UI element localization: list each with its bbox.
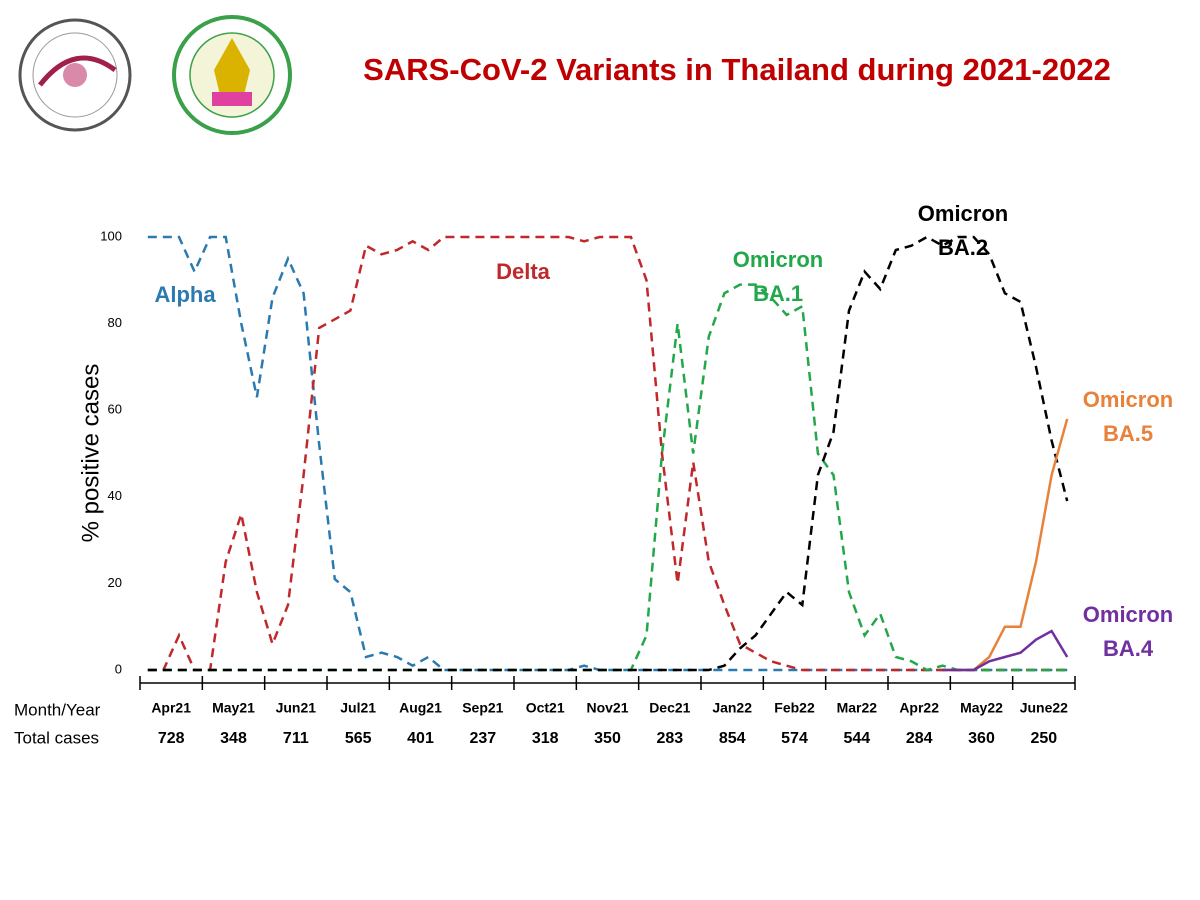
total-cases: 250 (1030, 730, 1057, 747)
series-line (147, 283, 1068, 672)
chart-title: SARS-CoV-2 Variants in Thailand during 2… (363, 52, 1111, 87)
series-label: Omicron BA.2 (917, 201, 1009, 260)
x-tick-label: Jul21 (340, 700, 376, 716)
total-cases: 360 (968, 730, 995, 747)
y-tick-label: 20 (108, 575, 122, 590)
total-cases: 284 (906, 730, 933, 747)
x-tick-label: Aug21 (399, 700, 442, 716)
y-tick-label: 60 (108, 402, 122, 417)
series-line (942, 629, 1069, 672)
x-tick-label: Apr22 (899, 700, 939, 716)
x-tick-label: Jun21 (276, 700, 317, 716)
series-label: Delta (496, 259, 550, 284)
total-cases: 711 (283, 730, 309, 747)
total-cases: 728 (158, 730, 185, 747)
series-line (147, 235, 1068, 672)
row-label-month: Month/Year (14, 700, 101, 719)
series-label: Alpha (154, 282, 216, 307)
logo-left (18, 18, 132, 132)
total-cases: 544 (843, 730, 870, 747)
total-cases: 401 (407, 730, 434, 747)
series-label: Omicron BA.4 (1082, 602, 1174, 661)
total-cases: 237 (469, 730, 496, 747)
x-tick-label: Feb22 (774, 700, 815, 716)
total-cases: 854 (719, 730, 746, 747)
total-cases: 350 (594, 730, 621, 747)
x-tick-label: Apr21 (151, 700, 191, 716)
logo-right (172, 15, 292, 135)
y-tick-label: 80 (108, 315, 122, 330)
x-tick-label: May21 (212, 700, 255, 716)
total-cases: 318 (532, 730, 559, 747)
x-tick-label: Mar22 (837, 700, 878, 716)
series-line (147, 235, 1068, 672)
total-cases: 283 (656, 730, 683, 747)
y-tick-label: 0 (115, 661, 122, 676)
x-tick-label: Sep21 (462, 700, 503, 716)
y-tick-label: 40 (108, 488, 122, 503)
series-label: Omicron BA.1 (732, 247, 824, 306)
total-cases: 565 (345, 730, 372, 747)
y-tick-label: 100 (100, 228, 122, 243)
x-tick-label: May22 (960, 700, 1003, 716)
x-tick-label: Nov21 (586, 700, 628, 716)
total-cases: 348 (220, 730, 247, 747)
total-cases: 574 (781, 730, 808, 747)
x-tick-label: Oct21 (526, 700, 565, 716)
x-tick-label: June22 (1020, 700, 1068, 716)
x-tick-label: Jan22 (712, 700, 752, 716)
x-tick-label: Dec21 (649, 700, 690, 716)
series-label: Omicron BA.5 (1082, 387, 1174, 446)
series-line (147, 235, 1069, 672)
y-axis-title: % positive cases (77, 364, 104, 543)
row-label-total: Total cases (14, 728, 99, 747)
